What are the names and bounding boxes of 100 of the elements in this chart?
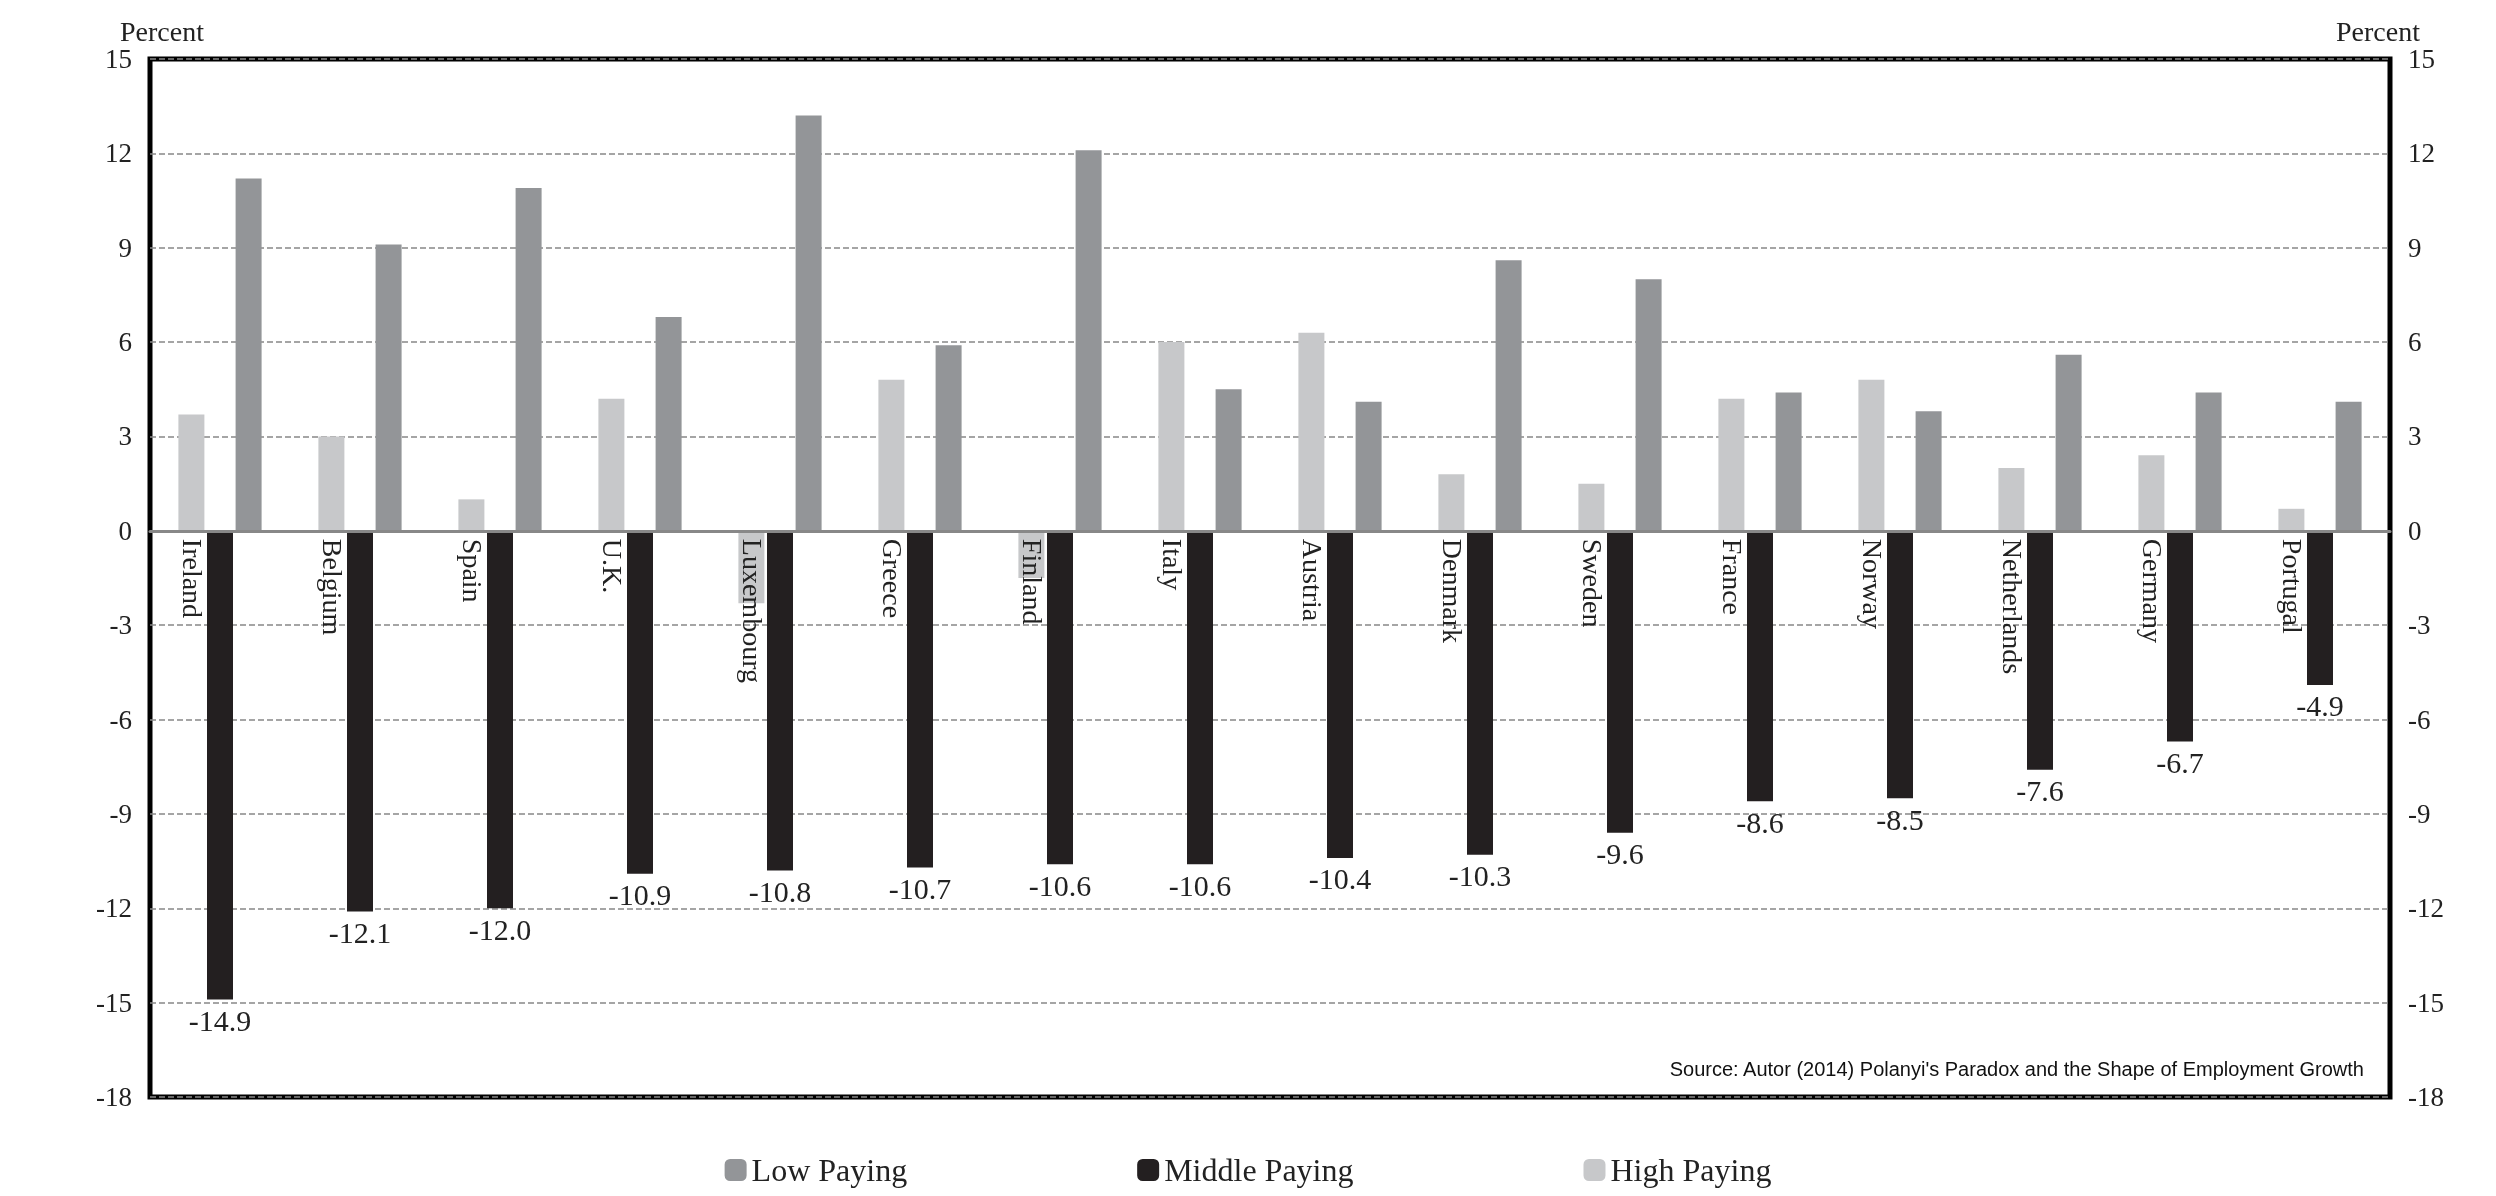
data-label: -10.4 [1308, 862, 1372, 896]
y2-tick-label: 12 [2408, 138, 2435, 169]
bar [2278, 508, 2305, 531]
data-label: -7.6 [2016, 774, 2064, 808]
bar [1047, 530, 1073, 865]
bar [907, 530, 933, 868]
bar [935, 345, 962, 531]
y-tick-label: -15 [96, 987, 132, 1018]
y2-tick-label: -12 [2408, 893, 2444, 924]
data-label: -10.7 [888, 871, 952, 905]
data-label: -8.5 [1876, 802, 1924, 836]
bar [1298, 332, 1325, 531]
y2-tick-label: 9 [2408, 232, 2422, 263]
y-tick-label: 15 [105, 44, 132, 74]
data-label: -10.8 [748, 875, 812, 909]
bar [2195, 392, 2222, 531]
bar [1075, 150, 1102, 531]
bar [318, 436, 345, 531]
bar [458, 499, 485, 531]
legend-label: Middle Paying [1164, 1152, 1354, 1188]
bar [655, 316, 682, 531]
data-label: -10.6 [1168, 868, 1232, 902]
bar [1355, 401, 1382, 531]
y-tick-label: 3 [118, 421, 132, 452]
bar [207, 530, 233, 1000]
data-label: -10.9 [608, 878, 672, 912]
bar [1327, 530, 1353, 858]
data-label: -10.6 [1028, 868, 1092, 902]
bar [2307, 530, 2333, 685]
y2-axis-title: Percent [2336, 15, 2421, 47]
x-tick-label: Portugal [2276, 538, 2308, 634]
bar [627, 530, 653, 874]
bar [1887, 530, 1913, 799]
y-tick-label: 0 [118, 515, 132, 546]
y2-tick-label: -18 [2408, 1082, 2444, 1112]
bar [178, 414, 205, 531]
bar [1215, 389, 1242, 531]
legend-label: Low Paying [751, 1152, 908, 1188]
bar [2138, 455, 2165, 531]
bar [1467, 530, 1493, 855]
x-tick-label: Netherlands [1996, 538, 2028, 675]
bar [878, 379, 905, 531]
x-tick-label: Greece [876, 538, 908, 619]
x-tick-label: Ireland [176, 538, 208, 619]
y2-tick-label: 3 [2408, 421, 2422, 452]
y-tick-label: 9 [118, 232, 132, 263]
data-label: -6.7 [2156, 746, 2204, 780]
x-tick-label: U.K. [596, 538, 628, 594]
y-tick-label: -9 [109, 798, 132, 829]
bar [795, 115, 822, 531]
bar [2335, 401, 2362, 531]
bar [1915, 411, 1942, 531]
data-label: -8.6 [1736, 805, 1784, 839]
x-tick-label: France [1716, 538, 1748, 616]
y2-tick-label: -3 [2408, 610, 2431, 641]
bar [375, 244, 402, 531]
bar [1998, 467, 2025, 531]
x-tick-label: Luxembourg [736, 538, 768, 683]
bar [487, 530, 513, 909]
y-tick-label: -12 [96, 893, 132, 924]
legend-label: High Paying [1610, 1152, 1772, 1188]
data-label: -4.9 [2296, 689, 2344, 723]
bar [1718, 398, 1745, 531]
x-tick-label: Norway [1856, 538, 1888, 630]
bar [515, 187, 542, 531]
y-tick-label: -18 [96, 1082, 132, 1112]
x-tick-label: Germany [2136, 538, 2168, 644]
bar [1607, 530, 1633, 833]
bar [2167, 530, 2193, 742]
x-tick-label: Denmark [1436, 538, 1468, 644]
bar [235, 178, 262, 531]
y2-tick-label: 15 [2408, 44, 2435, 74]
data-label: -9.6 [1596, 837, 1644, 871]
data-label: -10.3 [1448, 859, 1512, 893]
bar [1858, 379, 1885, 531]
bar [1775, 392, 1802, 531]
bar [347, 530, 373, 912]
bar [1578, 483, 1605, 531]
y2-tick-label: -15 [2408, 987, 2444, 1018]
y-axis-title: Percent [120, 15, 205, 47]
y-tick-label: 6 [118, 327, 132, 358]
y-tick-label: 12 [105, 138, 132, 169]
y-tick-label: -6 [109, 704, 132, 735]
annotation: Source: Autor (2014) Polanyi's Paradox and the Shape of Employment Growth [1669, 1058, 2364, 1080]
data-label: -12.0 [468, 912, 532, 946]
bar [2027, 530, 2053, 770]
x-tick-label: Sweden [1576, 538, 1608, 628]
bar [598, 398, 625, 531]
bar [1747, 530, 1773, 802]
data-label: -12.1 [328, 915, 392, 949]
bar [1635, 279, 1662, 531]
data-label: -14.9 [188, 1003, 252, 1037]
y2-tick-label: -9 [2408, 798, 2431, 829]
bar [1495, 260, 1522, 531]
y2-tick-label: 0 [2408, 515, 2422, 546]
bar [2055, 354, 2082, 531]
y-tick-label: -3 [109, 610, 132, 641]
bar [1438, 474, 1465, 531]
x-tick-label: Italy [1156, 538, 1188, 591]
bar [1187, 530, 1213, 865]
